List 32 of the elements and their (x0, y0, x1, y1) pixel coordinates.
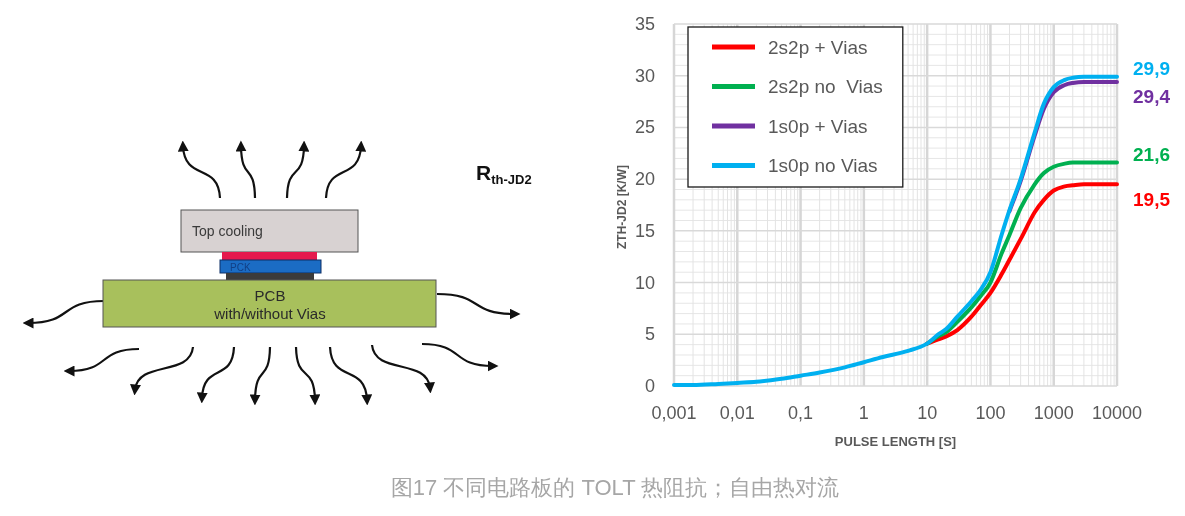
text: Top cooling (192, 223, 263, 239)
data-label: 21,6 (1133, 144, 1170, 166)
legend-label: 1s0p no Vias (768, 155, 878, 176)
data-label: 29,4 (1133, 86, 1171, 108)
x-tick-label: 100 (975, 403, 1006, 423)
legend-label: 2s2p no Vias (768, 76, 883, 97)
x-tick-label: 0,001 (651, 403, 697, 423)
y-tick-label: 10 (634, 272, 655, 293)
legend-label: 2s2p + Vias (768, 36, 868, 58)
y-tick-label: 30 (634, 65, 655, 86)
caption: 图17 不同电路板的 TOLT 热阻抗；自由热对流 (390, 474, 840, 500)
y-tick-label: 35 (634, 14, 655, 34)
x-tick-label: 10 (917, 403, 938, 423)
y-tick-label: 5 (644, 324, 655, 345)
y-tick-label: 0 (644, 376, 655, 396)
legend-label: 1s0p + Vias (768, 115, 868, 137)
data-label: 19,5 (1133, 188, 1171, 210)
y-tick-label: 20 (634, 169, 655, 190)
y-tick-label: 15 (634, 220, 655, 241)
text: with/without Vias (213, 304, 326, 322)
data-label: 29,9 (1133, 58, 1170, 80)
text: PCK (230, 261, 251, 273)
y-tick-label: 25 (634, 117, 655, 138)
x-tick-label: 1000 (1033, 403, 1074, 423)
x-tick-label: 0,1 (788, 403, 814, 423)
y-axis-title: ZTH-JD2 [K/W] (615, 165, 629, 249)
text: R$_{th-JD2}$ (476, 160, 532, 187)
x-tick-label: 10000 (1091, 403, 1143, 423)
x-tick-label: 0,01 (719, 403, 755, 423)
x-tick-label: 1 (858, 403, 869, 423)
text: PCB (254, 286, 286, 304)
x-axis-title: PULSE LENGTH [S] (834, 433, 957, 449)
